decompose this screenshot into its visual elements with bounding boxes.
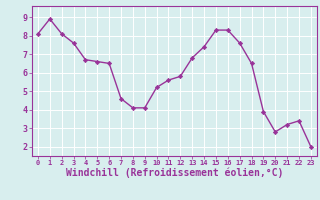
X-axis label: Windchill (Refroidissement éolien,°C): Windchill (Refroidissement éolien,°C) [66, 168, 283, 178]
